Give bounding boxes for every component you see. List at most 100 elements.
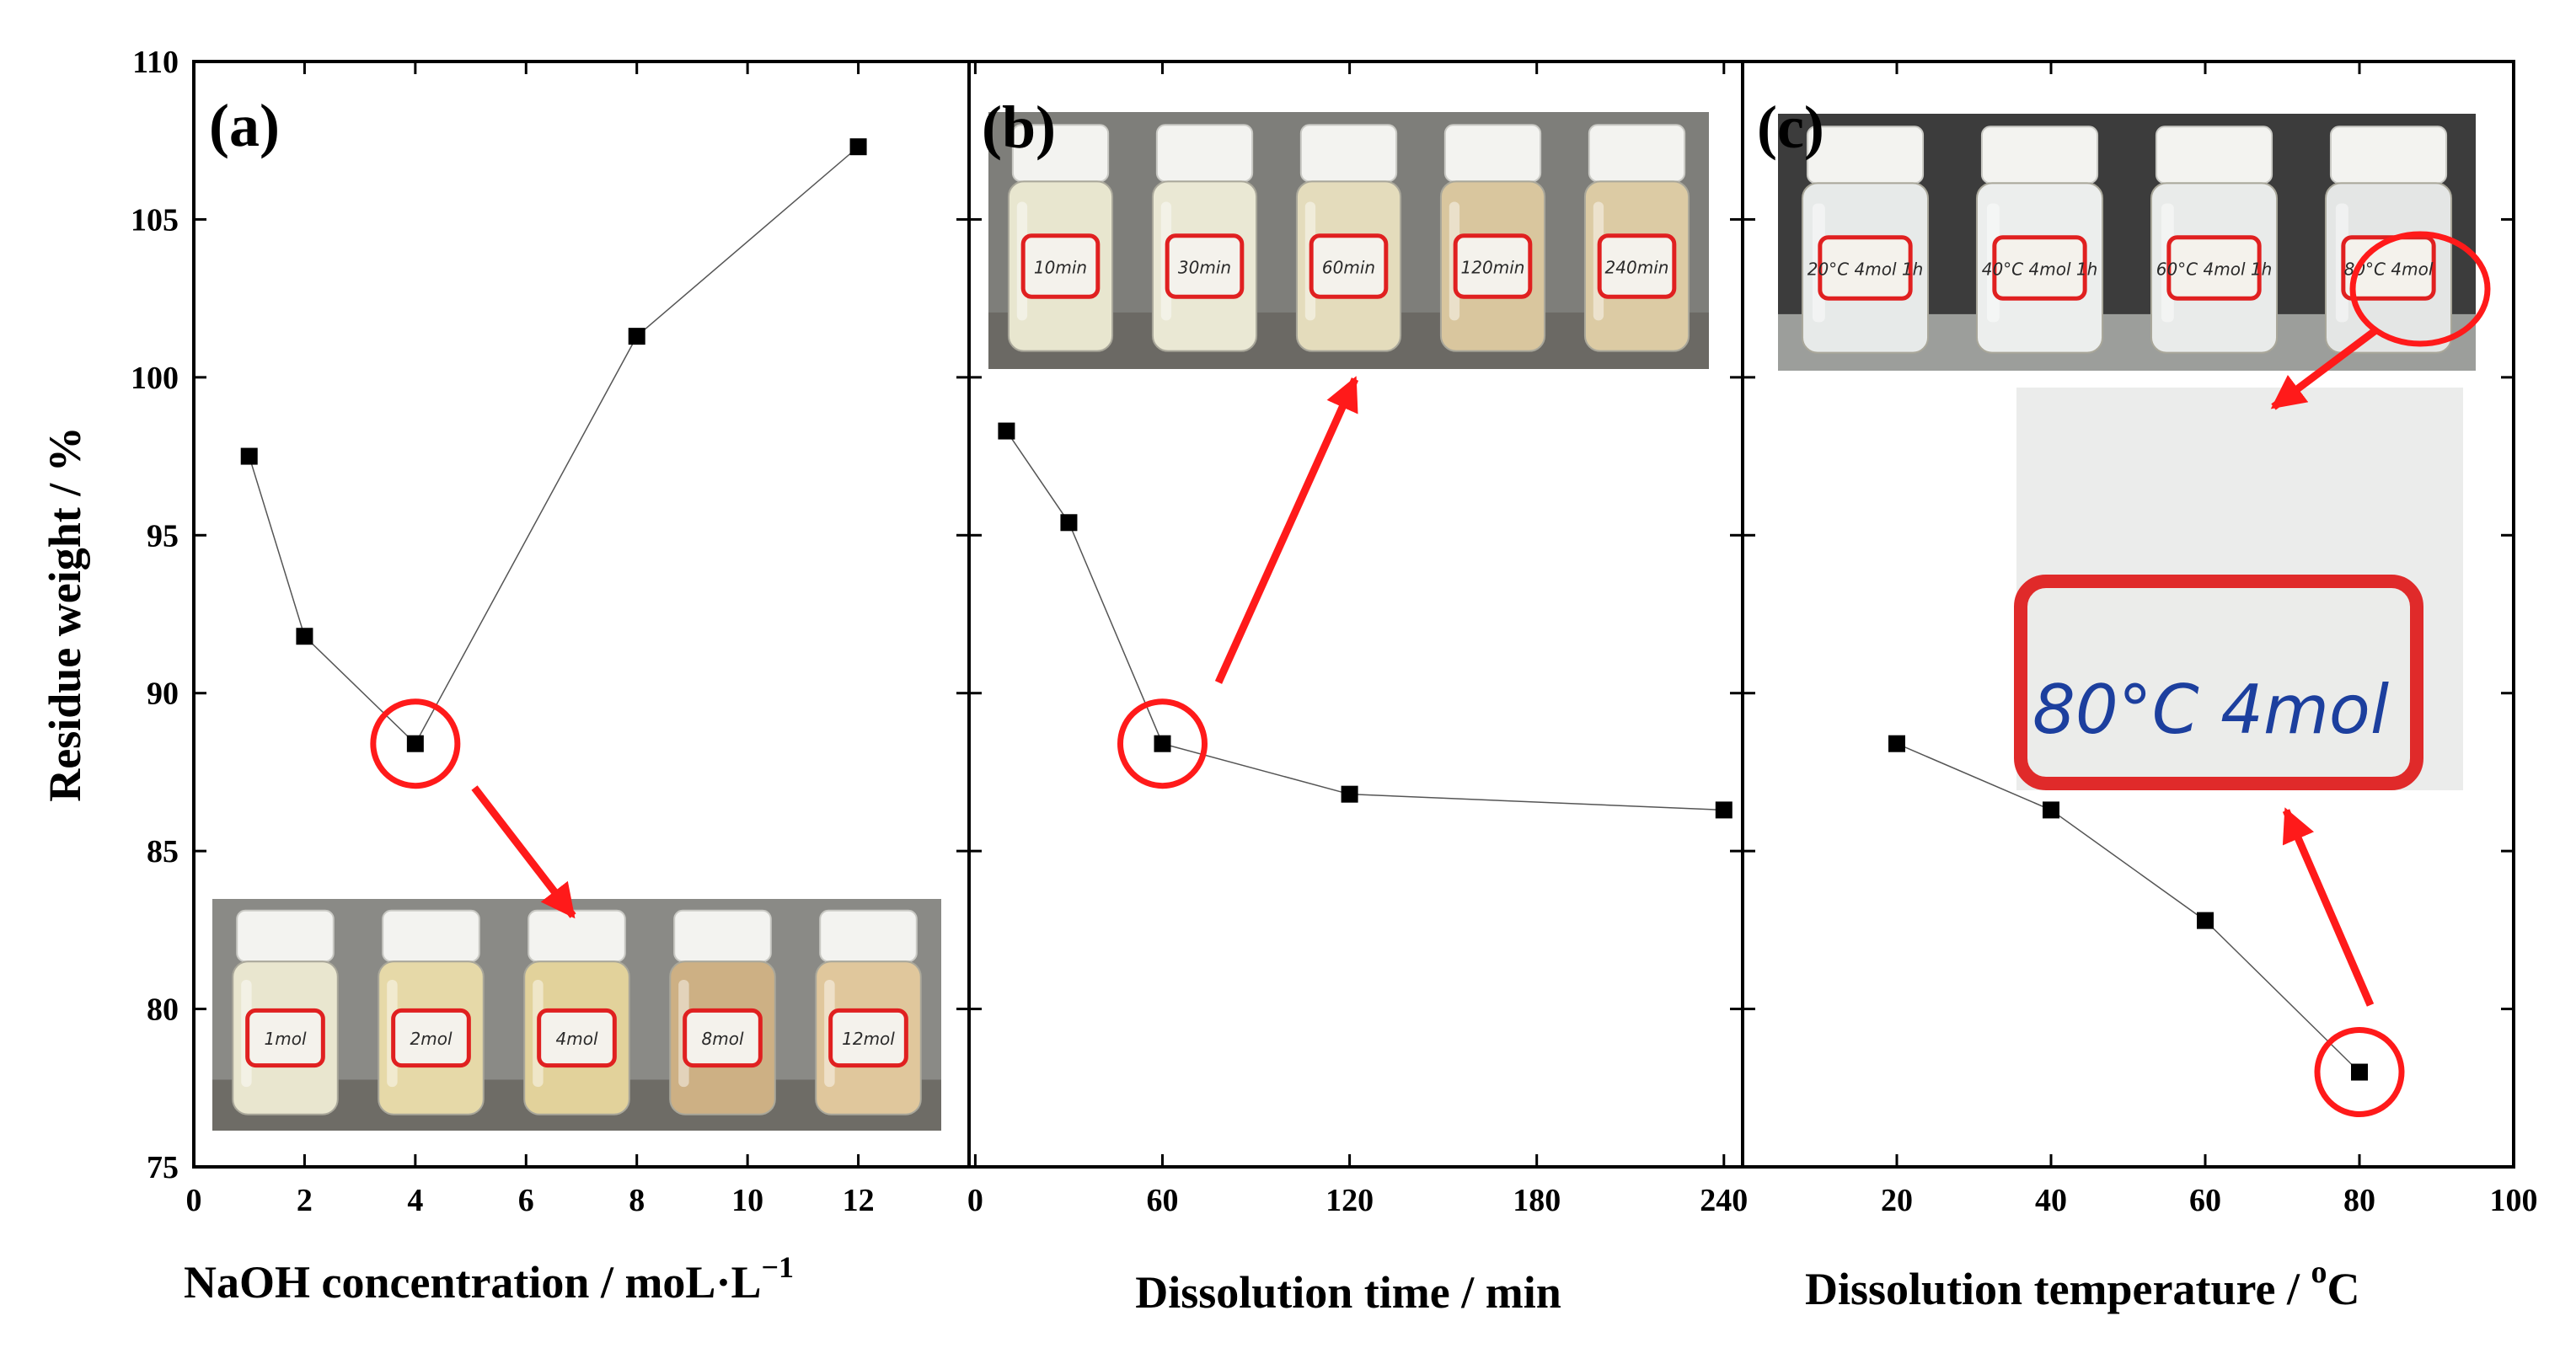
bottle-label-text: 60min (1322, 258, 1375, 278)
data-point (2351, 1063, 2368, 1081)
x-tick-label: 10 (731, 1183, 763, 1218)
axes-c (1741, 60, 2515, 1169)
bottle-label-sticker (1597, 233, 1677, 299)
series-layer (240, 138, 2368, 1081)
x-tick-label: 0 (186, 1183, 202, 1218)
bottle: 4mol (523, 909, 630, 1115)
bottle: 2mol (378, 909, 485, 1115)
bottle-label-text: 60°C 4mol 1h (2156, 259, 2273, 280)
bottle: 1mol (232, 909, 339, 1115)
inset-photo: 10min 30min 60min 120min 240min (988, 112, 1709, 369)
inset-photos-layer: 1mol 2mol 4mol 8mol 12mol 10min 30min 60min 120m… (212, 112, 2476, 1131)
bottle-label-text: 4mol (556, 1029, 598, 1049)
data-point (296, 628, 313, 645)
x-axis-title-c: Dissolution temperature / oC (1805, 1254, 2359, 1314)
bottle-cap (2155, 126, 2273, 185)
x-tick-label: 180 (1513, 1183, 1561, 1218)
bottle-cap (2329, 126, 2448, 185)
bottle-label-text: 240min (1605, 258, 1669, 278)
red-arrow (2282, 807, 2375, 1007)
x-tick-label: 4 (407, 1183, 423, 1218)
bottle-cap (1443, 124, 1542, 183)
y-tick-label: 100 (131, 361, 179, 396)
data-point (1060, 514, 1078, 532)
bottle-cap (528, 909, 626, 963)
bottle-label-sticker (683, 1008, 763, 1068)
bottle-label-text: 8mol (702, 1029, 744, 1049)
y-tick-label: 110 (132, 45, 179, 80)
zoom-label-sticker (2014, 575, 2423, 790)
data-point (2043, 801, 2059, 819)
bottle-cap (382, 909, 480, 963)
zoom-label-text: 80°C 4mol (2032, 671, 2389, 749)
x-tick-label: 60 (1147, 1183, 1179, 1218)
bottle: 240min (1583, 124, 1690, 352)
bottle-cap (673, 909, 772, 963)
data-point (628, 328, 645, 345)
y-tick-label: 105 (131, 202, 179, 238)
y-tick-label: 95 (147, 518, 179, 554)
panel-letter: (b) (982, 94, 1056, 161)
bottle-label-sticker (391, 1008, 471, 1068)
bottle-label-sticker (1818, 235, 1913, 301)
annotation-layer (370, 231, 2491, 1118)
panel-letter: (c) (1757, 94, 1824, 161)
inset-photo: 1mol 2mol 4mol 8mol 12mol (212, 899, 941, 1131)
bottle-label-sticker (1992, 235, 2087, 301)
bottle-label-sticker (1453, 233, 1533, 299)
x-tick-label: 8 (629, 1183, 645, 1218)
y-tick-label: 75 (147, 1150, 179, 1185)
x-tick-label: 0 (967, 1183, 983, 1218)
x-axis-title-c-main: Dissolution temperature / (1805, 1264, 2311, 1314)
series-line (1005, 431, 1724, 811)
data-point (1341, 785, 1358, 803)
x-tick-label: 12 (843, 1183, 875, 1218)
x-tick-label: 20 (1881, 1183, 1913, 1218)
data-point (1715, 801, 1733, 819)
bottle: 60°C 4mol 1h (2150, 126, 2279, 354)
panel-letter: (a) (209, 92, 280, 159)
bottle: 30min (1151, 124, 1258, 352)
y-tick-label: 80 (147, 992, 179, 1028)
bottle: 120min (1439, 124, 1546, 352)
x-tick-label: 100 (2490, 1183, 2538, 1218)
bottle: 40°C 4mol 1h (1975, 126, 2104, 354)
bottle-label-sticker (1020, 233, 1101, 299)
bottle: 12mol (815, 909, 922, 1115)
bottle: 60min (1295, 124, 1402, 352)
x-tick-label: 240 (1700, 1183, 1748, 1218)
bottle-label-text: 40°C 4mol 1h (1982, 259, 2098, 280)
bottle-label-sticker (828, 1008, 908, 1068)
x-axis-title-c-sup: o (2311, 1254, 2327, 1290)
bottle-cap (1806, 126, 1925, 185)
red-arrow (2270, 328, 2377, 410)
series-line (248, 146, 860, 745)
text-layer: 0 2 4 6 8 10 12 0 60 120 180 240 20 40 60 80 10075808590… (40, 45, 2538, 1318)
bottle: 20°C 4mol 1h (1801, 126, 1930, 354)
bottle: 10min (1007, 124, 1114, 352)
bottle-label-sticker (1309, 233, 1389, 299)
series-a (240, 138, 867, 752)
bottle-label-sticker (245, 1008, 325, 1068)
x-tick-label: 2 (297, 1183, 313, 1218)
bottle-label-text: 30min (1178, 258, 1231, 278)
series-line (1896, 743, 2360, 1073)
x-tick-label: 120 (1325, 1183, 1374, 1218)
red-arrow (471, 785, 576, 919)
x-axis-title-a-sup: −1 (761, 1250, 794, 1284)
data-point (2197, 912, 2214, 929)
x-tick-label: 40 (2035, 1183, 2067, 1218)
bottle-label-text: 120min (1461, 258, 1525, 278)
series-c (1888, 735, 2368, 1081)
bottle-label-text: 10min (1034, 258, 1087, 278)
zoom-photo: 80°C 4mol (2014, 388, 2463, 790)
bottle-cap (819, 909, 918, 963)
series-b (998, 422, 1733, 819)
bottle-label-text: 20°C 4mol 1h (1807, 259, 1924, 280)
bottle-cap (1980, 126, 2099, 185)
y-tick-label: 90 (147, 677, 179, 712)
bottle-label-sticker (1165, 233, 1245, 299)
bottle-label-sticker (2166, 235, 2262, 301)
bottle-label-sticker (537, 1008, 617, 1068)
